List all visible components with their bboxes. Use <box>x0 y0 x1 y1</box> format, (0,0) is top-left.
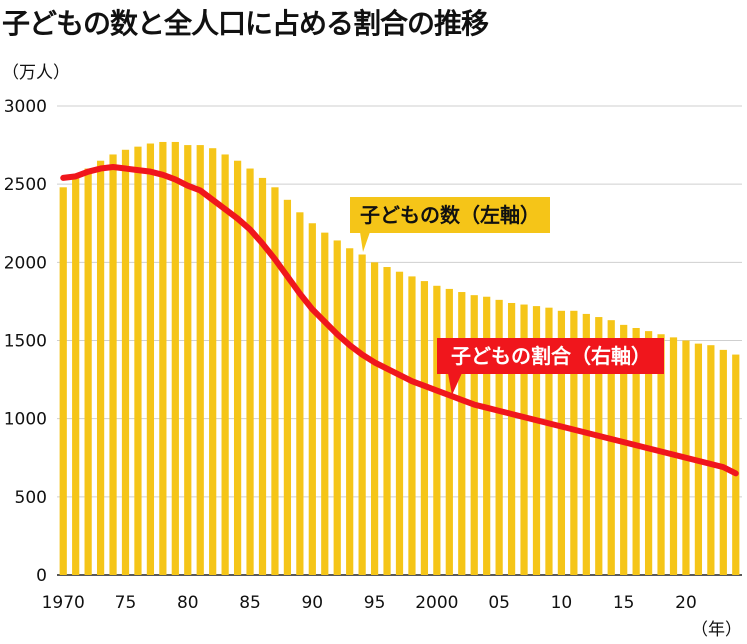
x-tick-label: 1970 <box>42 593 85 613</box>
x-tick-label: 15 <box>613 593 635 613</box>
bar <box>246 168 254 576</box>
bar <box>121 149 130 576</box>
bar <box>184 145 192 576</box>
bar <box>445 288 453 575</box>
bar <box>420 281 429 575</box>
x-tick-label: 75 <box>115 593 137 613</box>
bar <box>296 212 304 575</box>
bars-series-children-count <box>59 141 740 576</box>
bar <box>557 310 566 575</box>
x-tick-label: 10 <box>551 593 573 613</box>
bar <box>395 271 404 575</box>
legend-callout-children-count: 子どもの数（左軸） <box>350 197 550 252</box>
y-axis-unit-label: （万人） <box>2 63 70 83</box>
y-tick-label: 3000 <box>4 97 47 117</box>
legend-callout-children-ratio: 子どもの割合（右軸） <box>437 338 664 395</box>
bar <box>520 304 528 575</box>
x-tick-label: 95 <box>364 593 386 613</box>
y-tick-label: 1500 <box>4 332 47 352</box>
x-tick-label: 05 <box>488 593 510 613</box>
bar <box>607 320 615 575</box>
chart-title: 子どもの数と全人口に占める割合の推移 <box>2 7 489 40</box>
bar <box>383 267 391 575</box>
x-axis-ticks: 1970 75 80 85 90 95 2000 05 10 15 20 <box>42 593 697 613</box>
bar <box>458 292 466 575</box>
bar <box>233 160 242 575</box>
bar <box>620 324 628 575</box>
callout-children-ratio-pointer <box>448 373 462 395</box>
callout-children-ratio-box <box>437 338 664 374</box>
bar <box>632 327 640 575</box>
bar <box>308 223 316 575</box>
x-tick-label: 80 <box>177 593 199 613</box>
y-tick-label: 2500 <box>4 175 47 195</box>
x-tick-label: 2000 <box>415 593 458 613</box>
bar <box>358 254 366 575</box>
bar <box>209 148 217 575</box>
bar <box>96 160 105 575</box>
x-tick-label: 90 <box>301 593 323 613</box>
bar <box>159 141 167 575</box>
bar <box>196 145 204 576</box>
bar <box>134 146 142 575</box>
y-tick-label: 0 <box>36 566 47 586</box>
callout-children-ratio-label: 子どもの割合（右軸） <box>451 344 651 368</box>
bar <box>532 306 541 575</box>
bar <box>283 199 292 576</box>
bar <box>408 276 416 575</box>
callout-children-count-pointer <box>360 232 370 252</box>
bar <box>495 299 503 575</box>
bar <box>370 262 379 575</box>
bar <box>707 345 715 575</box>
bar <box>333 240 341 576</box>
x-axis-unit-label: （年） <box>691 620 742 640</box>
y-tick-label: 1000 <box>4 410 47 430</box>
bar <box>507 302 516 575</box>
bar <box>109 154 117 576</box>
bar <box>644 331 653 575</box>
bar <box>271 187 279 575</box>
bar <box>433 285 441 575</box>
bar <box>483 296 491 575</box>
bar <box>570 310 578 575</box>
bar <box>84 168 92 576</box>
bar <box>258 177 267 575</box>
callout-children-count-label: 子どもの数（左軸） <box>360 203 540 227</box>
bar <box>171 141 179 575</box>
y-tick-label: 500 <box>15 488 47 508</box>
bar <box>732 354 740 575</box>
bar <box>221 154 229 576</box>
y-axis-ticks: 0 500 1000 1500 2000 2500 3000 <box>4 97 47 586</box>
bar <box>321 232 329 575</box>
bar <box>470 295 478 575</box>
bar <box>59 187 67 575</box>
x-tick-label: 20 <box>675 593 697 613</box>
callout-children-count-box <box>350 197 550 233</box>
bar <box>346 248 354 575</box>
x-tick-label: 85 <box>239 593 261 613</box>
line-series-children-ratio <box>60 163 739 477</box>
bar <box>146 143 155 575</box>
bar <box>582 313 590 575</box>
bar <box>545 307 553 575</box>
bar <box>595 317 603 575</box>
bar <box>719 349 727 575</box>
y-tick-label: 2000 <box>4 253 47 273</box>
bar <box>657 334 665 575</box>
bar <box>72 176 80 575</box>
